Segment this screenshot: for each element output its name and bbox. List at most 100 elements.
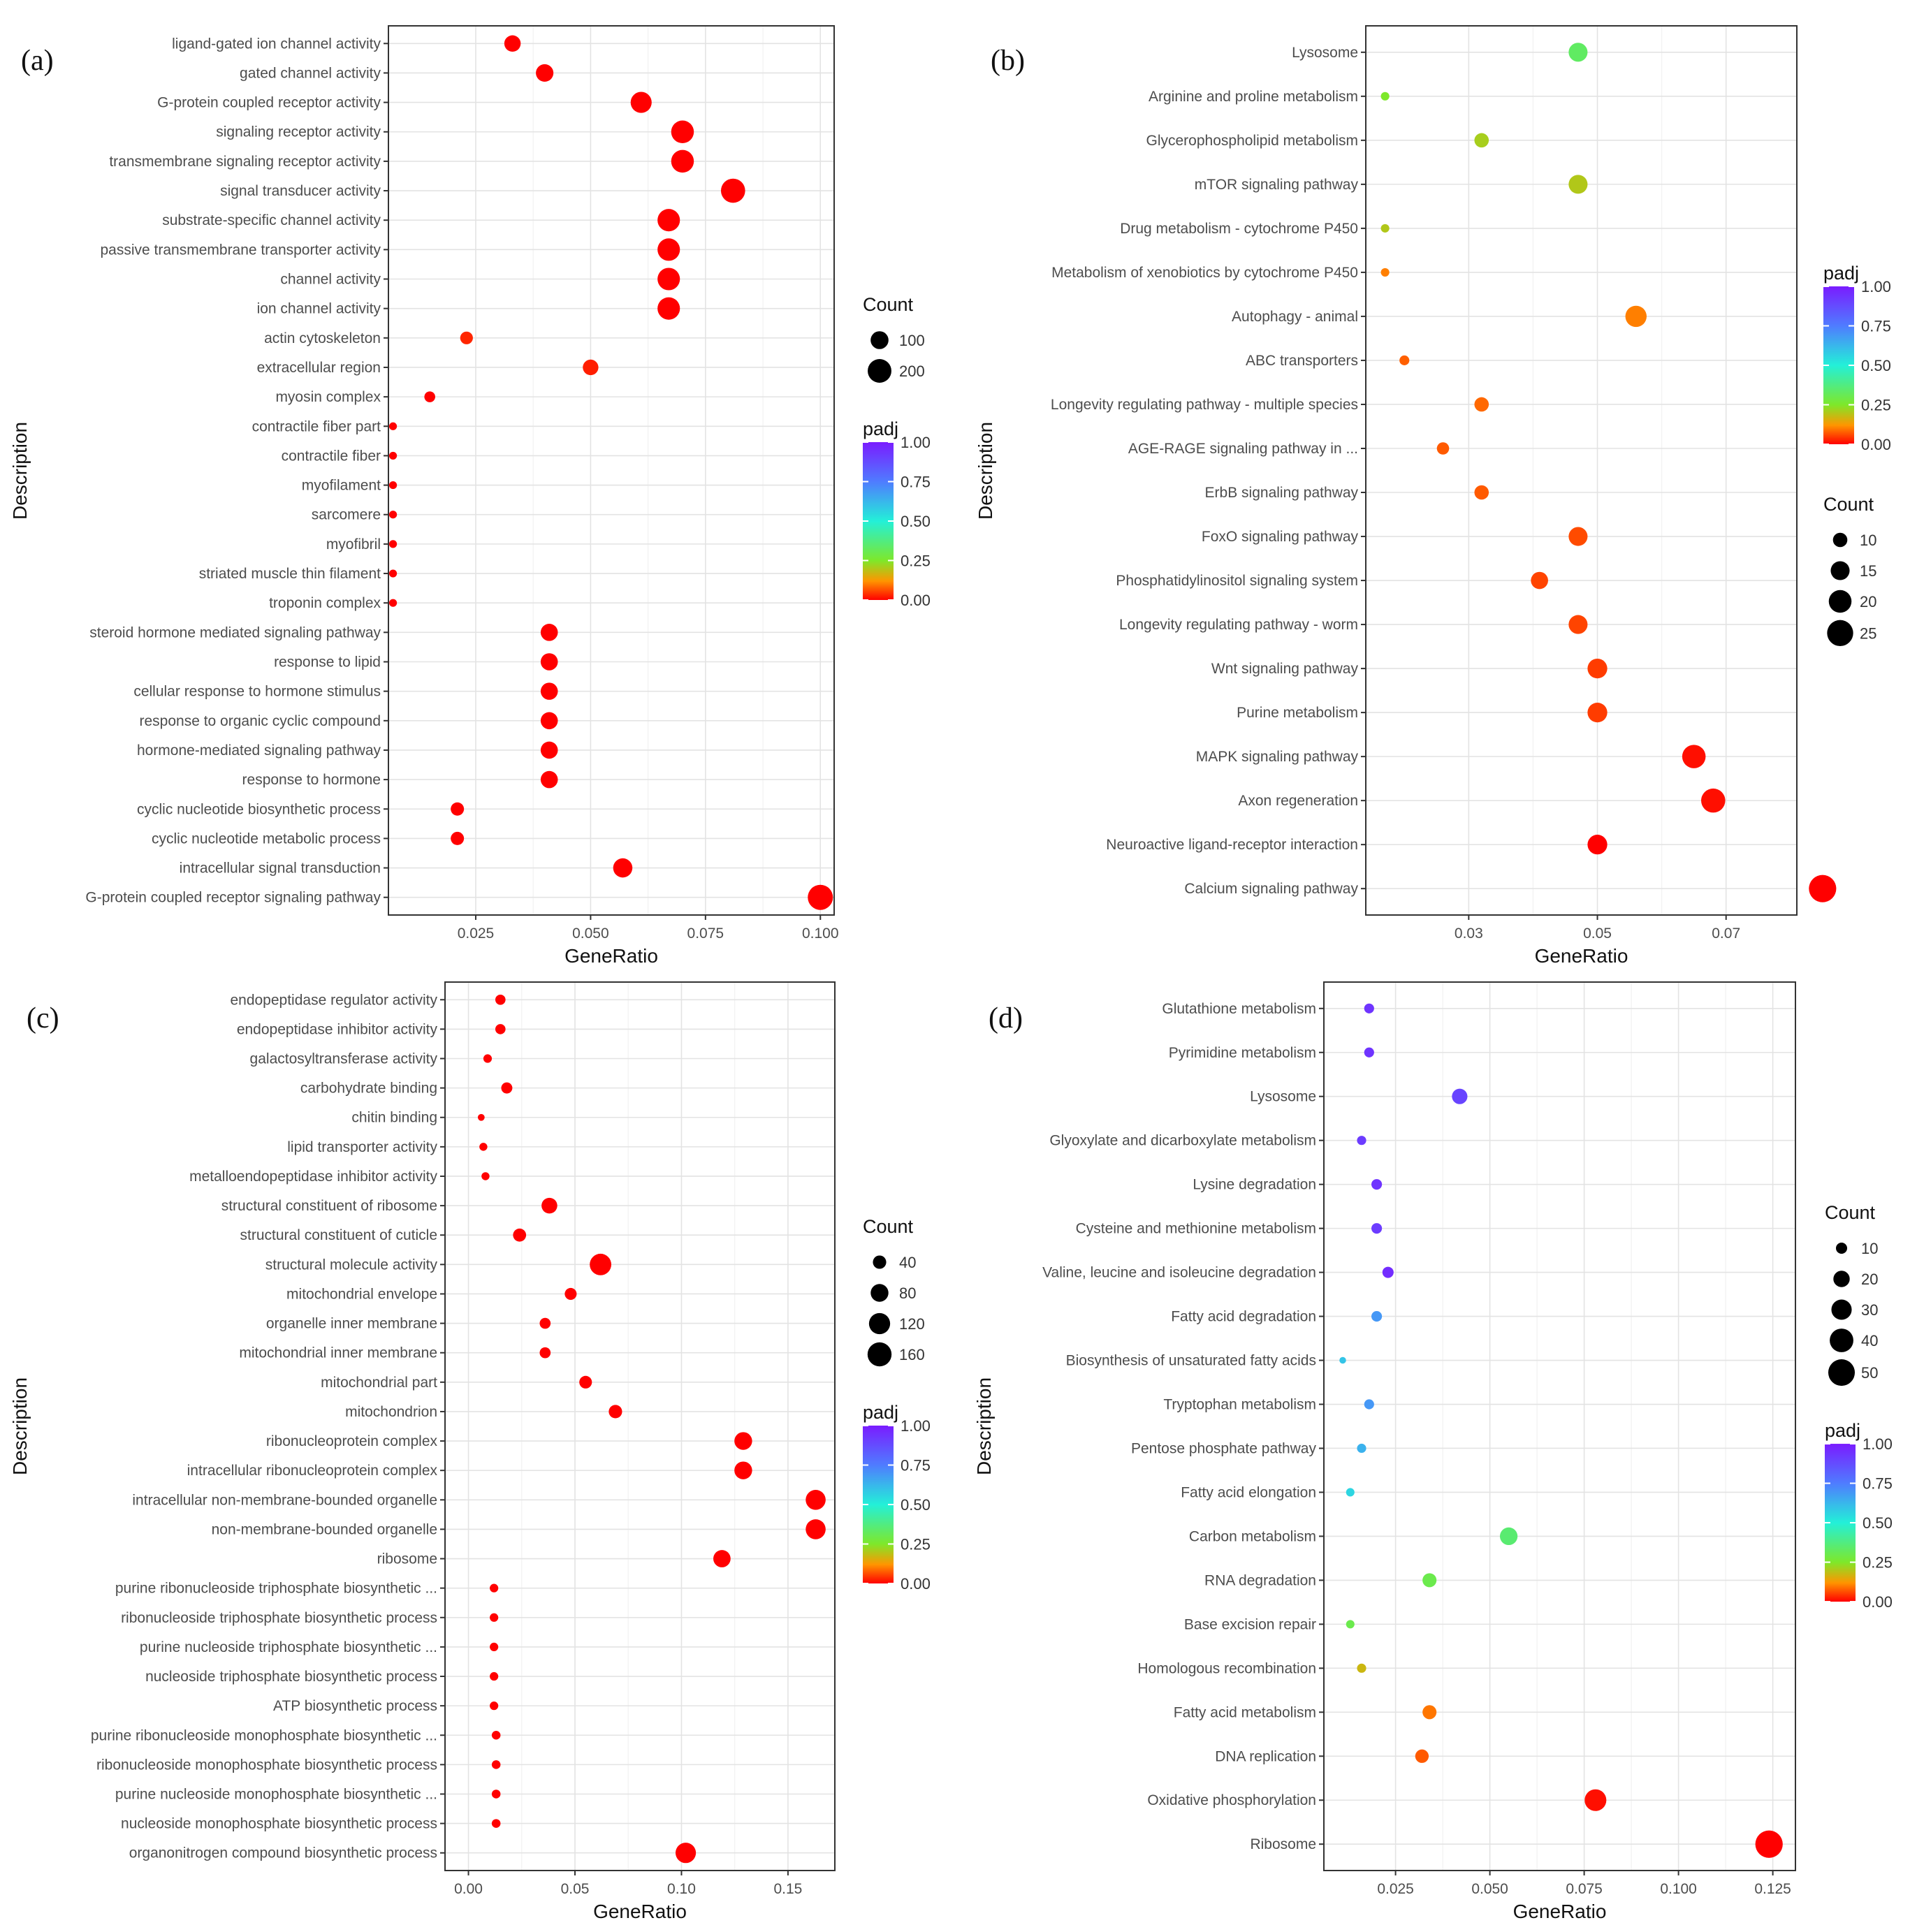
- count-legend-symbol: [867, 1342, 892, 1367]
- x-tick-label: 0.100: [802, 925, 839, 942]
- padj-colorbar-label: 0.50: [1861, 357, 1891, 374]
- y-tick-label: carbohydrate binding: [300, 1081, 437, 1097]
- y-tick-label: structural molecule activity: [265, 1257, 438, 1273]
- x-axis-title: GeneRatio: [1535, 945, 1628, 967]
- data-point: [481, 1172, 490, 1180]
- y-tick-label: Base excision repair: [1184, 1616, 1316, 1632]
- y-tick-label: ribonucleoprotein complex: [266, 1433, 438, 1449]
- y-tick-label: DNA replication: [1215, 1748, 1316, 1764]
- y-tick-label: Neuroactive ligand-receptor interaction: [1106, 837, 1358, 853]
- y-tick-label: signal transducer activity: [220, 183, 381, 199]
- data-point: [1474, 397, 1489, 412]
- data-point: [630, 92, 652, 113]
- y-tick-label: AGE-RAGE signaling pathway in ...: [1128, 441, 1358, 457]
- chart-panel-b: Lysosome Arginine and proline metabolism G…: [975, 25, 1891, 967]
- y-tick-label: Carbon metabolism: [1189, 1528, 1316, 1544]
- y-tick-label: structural constituent of ribosome: [221, 1198, 437, 1214]
- y-tick-label: Fatty acid elongation: [1181, 1484, 1316, 1500]
- y-tick-label: Fatty acid degradation: [1171, 1309, 1316, 1325]
- padj-legend-title: padj: [863, 1402, 898, 1423]
- x-axis-title: GeneRatio: [564, 945, 658, 967]
- data-point: [490, 1642, 499, 1651]
- count-legend-symbol: [1828, 1359, 1856, 1386]
- data-point: [734, 1461, 752, 1479]
- x-tick-label: 0.00: [454, 1881, 483, 1897]
- data-point: [451, 802, 465, 816]
- data-point: [1809, 874, 1837, 902]
- data-point: [564, 1287, 577, 1300]
- data-point: [1436, 442, 1450, 455]
- data-point: [1499, 1527, 1518, 1546]
- data-point: [657, 297, 680, 320]
- data-point: [1625, 305, 1647, 328]
- padj-colorbar-label: 0.25: [1861, 397, 1891, 414]
- padj-colorbar-label: 0.25: [1863, 1554, 1893, 1572]
- data-point: [1422, 1573, 1437, 1588]
- data-point: [657, 209, 680, 232]
- chart-panel-d: Glutathione metabolism Pyrimidine metabol…: [973, 981, 1893, 1922]
- y-axis-title: Description: [9, 422, 31, 520]
- y-tick-label: striated muscle thin filament: [199, 566, 381, 582]
- count-legend-symbol: [1830, 561, 1850, 580]
- y-tick-label: mTOR signaling pathway: [1195, 177, 1359, 193]
- data-point: [1587, 702, 1608, 723]
- data-point: [490, 1671, 499, 1681]
- count-legend-symbol: [1835, 1242, 1848, 1254]
- padj-legend-title: padj: [863, 418, 898, 439]
- data-point: [491, 1819, 501, 1828]
- padj-colorbar-label: 1.00: [901, 1417, 931, 1435]
- count-legend-label: 30: [1861, 1301, 1878, 1319]
- data-point: [491, 1760, 501, 1769]
- data-point: [479, 1143, 488, 1151]
- y-tick-label: Phosphatidylinositol signaling system: [1116, 573, 1358, 589]
- padj-colorbar-label: 0.25: [901, 1536, 931, 1553]
- y-tick-label: mitochondrion: [345, 1404, 437, 1420]
- y-tick-label: ErbB signaling pathway: [1205, 485, 1359, 501]
- data-point: [1380, 268, 1390, 277]
- data-point: [1755, 1830, 1783, 1858]
- y-tick-label: Pentose phosphate pathway: [1131, 1440, 1317, 1456]
- data-point: [536, 64, 554, 82]
- data-point: [806, 1519, 826, 1539]
- plot-border: [1323, 981, 1796, 1871]
- count-legend-title: Count: [863, 1216, 914, 1237]
- padj-legend-title: padj: [1823, 263, 1859, 284]
- y-tick-label: Longevity regulating pathway - worm: [1119, 617, 1358, 633]
- data-point: [720, 178, 745, 203]
- count-legend-label: 20: [1860, 593, 1876, 610]
- y-tick-label: mitochondrial part: [321, 1375, 437, 1391]
- count-legend-symbol: [868, 1312, 891, 1335]
- data-point: [1682, 745, 1706, 768]
- y-tick-label: nucleoside monophosphate biosynthetic pr…: [121, 1816, 437, 1832]
- y-tick-label: passive transmembrane transporter activi…: [101, 242, 381, 258]
- data-point: [806, 1490, 826, 1510]
- padj-colorbar-label: 0.75: [1861, 318, 1891, 335]
- y-tick-label: Lysosome: [1250, 1089, 1316, 1105]
- y-tick-label: Ribosome: [1250, 1836, 1316, 1852]
- y-tick-label: purine nucleoside monophosphate biosynth…: [115, 1786, 437, 1802]
- y-tick-label: Glycerophospholipid metabolism: [1146, 133, 1359, 149]
- data-point: [1357, 1663, 1366, 1673]
- x-tick-label: 0.050: [1471, 1881, 1508, 1897]
- data-point: [490, 1613, 499, 1622]
- y-tick-label: Valine, leucine and isoleucine degradati…: [1042, 1265, 1316, 1281]
- data-point: [540, 741, 558, 759]
- data-point: [657, 268, 680, 291]
- x-tick-label: 0.075: [1566, 1881, 1603, 1897]
- y-tick-label: Glutathione metabolism: [1162, 1001, 1316, 1017]
- data-point: [451, 831, 465, 845]
- x-tick-label: 0.05: [561, 1881, 590, 1897]
- y-tick-label: response to lipid: [274, 654, 381, 670]
- data-point: [1587, 835, 1608, 855]
- padj-colorbar-label: 0.75: [901, 474, 931, 491]
- y-tick-label: purine ribonucleoside triphosphate biosy…: [115, 1581, 437, 1597]
- data-point: [608, 1405, 622, 1419]
- padj-colorbar-label: 0.50: [901, 513, 931, 530]
- data-point: [540, 712, 558, 730]
- padj-colorbar-label: 1.00: [901, 434, 931, 451]
- x-tick-label: 0.025: [1377, 1881, 1414, 1897]
- chart-panel-a: ligand-gated ion channel activity gated c…: [9, 25, 931, 967]
- data-point: [504, 35, 521, 52]
- data-point: [1357, 1136, 1366, 1146]
- y-tick-label: Glyoxylate and dicarboxylate metabolism: [1049, 1133, 1316, 1149]
